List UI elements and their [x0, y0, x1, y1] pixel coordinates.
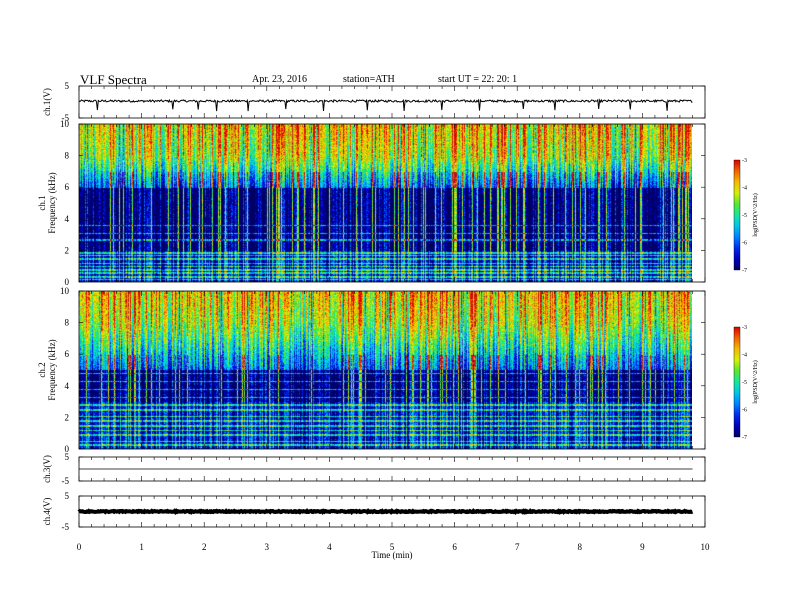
- colorbar-tick-label: -3: [742, 325, 747, 331]
- spectrogram-image-ch1: [79, 124, 692, 282]
- spectrogram-image-ch2: [79, 291, 692, 449]
- colorbar-tick-label: -3: [742, 158, 747, 164]
- colorbar-tick-label: -6: [742, 408, 747, 414]
- station-label: station=ATH: [343, 74, 395, 85]
- x-tick-label: 9: [640, 542, 645, 552]
- y-tick-label: 5: [65, 491, 70, 501]
- colorbar-tick-label: -5: [742, 213, 747, 219]
- y-tick-label: 10: [60, 119, 70, 129]
- y-axis-label: ch.1(V): [42, 88, 52, 116]
- y-tick-label: 6: [65, 349, 70, 359]
- x-axis-label: Time (min): [372, 550, 413, 560]
- x-tick-label: 0: [77, 542, 82, 552]
- x-tick-label: 2: [202, 542, 207, 552]
- x-tick-label: 8: [578, 542, 583, 552]
- y-tick-label: 4: [65, 214, 70, 224]
- start-time-label: start UT = 22: 20: 1: [438, 74, 518, 85]
- x-tick-label: 7: [515, 542, 520, 552]
- x-tick-label: 1: [139, 542, 144, 552]
- y-tick-label: 0: [65, 444, 70, 454]
- colorbar-tick-label: -5: [742, 380, 747, 386]
- y-tick-label: 8: [65, 318, 70, 328]
- colorbar-tick-label: -4: [742, 186, 747, 192]
- waveform-trace-ch4-waveform: [77, 508, 694, 516]
- colorbar-tick-label: -7: [742, 435, 747, 441]
- y-tick-label: 4: [65, 381, 70, 391]
- y-tick-label: 0: [65, 277, 70, 287]
- x-tick-label: 6: [452, 542, 457, 552]
- y-axis-label: ch.2: [37, 362, 47, 377]
- y-tick-label: 5: [65, 81, 70, 91]
- x-tick-label: 4: [327, 542, 332, 552]
- y-axis-label: Frequency (kHz): [47, 339, 57, 400]
- y-axis-label: ch.1: [37, 195, 47, 210]
- y-tick-label: -5: [62, 476, 70, 486]
- colorbar-tick-label: -6: [742, 241, 747, 247]
- y-tick-label: 6: [65, 182, 70, 192]
- x-tick-label: 10: [701, 542, 711, 552]
- y-axis-label: Frequency (kHz): [47, 172, 57, 233]
- y-tick-label: 8: [65, 151, 70, 161]
- x-tick-label: 3: [265, 542, 270, 552]
- colorbar-tick-label: -7: [742, 268, 747, 274]
- colorbar: [733, 159, 741, 271]
- colorbar-tick-label: -4: [742, 353, 747, 359]
- waveform-trace-ch1-waveform: [78, 98, 693, 112]
- x-tick-label: 5: [390, 542, 395, 552]
- chart-title: VLF Spectra: [80, 72, 147, 87]
- y-tick-label: 2: [65, 245, 70, 255]
- colorbar-label: log(PSD(V^2/Hz): [752, 193, 759, 236]
- y-tick-label: 2: [65, 412, 70, 422]
- y-tick-label: -5: [62, 522, 70, 532]
- date-label: Apr. 23, 2016: [252, 74, 307, 85]
- colorbar: [733, 326, 741, 438]
- colorbar-label: log(PSD(V^2/Hz): [752, 360, 759, 403]
- y-tick-label: -5: [62, 113, 70, 123]
- y-tick-label: 10: [60, 286, 70, 296]
- y-tick-label: 5: [65, 452, 70, 462]
- y-axis-label: ch.3(V): [42, 455, 52, 483]
- y-axis-label: ch.4(V): [42, 498, 52, 526]
